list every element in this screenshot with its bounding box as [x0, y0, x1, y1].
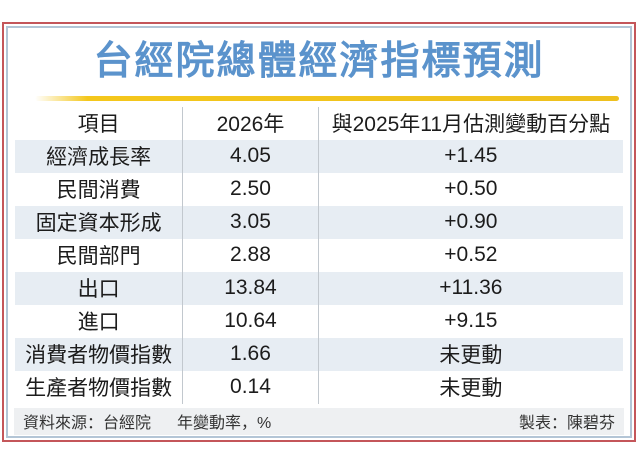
- unit-note: 年變動率，%: [177, 415, 272, 433]
- table-row: 民間部門 2.88 +0.52: [15, 238, 623, 272]
- footer-bar: 資料來源：台經院 年變動率，% 製表：陳碧芬: [14, 407, 624, 435]
- table-row: 民間消費 2.50 +0.50: [15, 172, 623, 206]
- row-value-2026: 10.64: [182, 304, 318, 338]
- row-label: 民間消費: [56, 179, 141, 203]
- row-change: +0.90: [317, 205, 623, 239]
- row-change: +1.45: [317, 139, 623, 173]
- row-label: 生產者物價指數: [25, 377, 173, 401]
- row-value-2026: 2.50: [182, 172, 318, 206]
- panel-inner: 台經院總體經濟指標預測 項目 2026年 與2025年11月估測變動百分點 經濟…: [6, 26, 632, 438]
- chart-title: 台經院總體經濟指標預測: [93, 40, 545, 83]
- column-header-change: 與2025年11月估測變動百分點: [317, 106, 623, 140]
- row-change: +11.36: [317, 271, 623, 305]
- table-row: 經濟成長率 4.05 +1.45: [15, 139, 623, 173]
- table-row: 進口 10.64 +9.15: [15, 304, 623, 338]
- row-label: 民間部門: [56, 245, 141, 269]
- forecast-table: 項目 2026年 與2025年11月估測變動百分點 經濟成長率 4.05 +1.…: [15, 106, 623, 404]
- table-header-row: 項目 2026年 與2025年11月估測變動百分點: [15, 106, 623, 140]
- row-value-2026: 13.84: [182, 271, 318, 305]
- row-value-2026: 0.14: [182, 370, 318, 404]
- row-change: 未更動: [317, 370, 623, 404]
- row-value-2026: 2.88: [182, 238, 318, 272]
- column-header-item: 項目: [77, 113, 120, 137]
- row-label: 消費者物價指數: [25, 344, 173, 368]
- row-change: +0.50: [317, 172, 623, 206]
- row-change: +0.52: [317, 238, 623, 272]
- row-value-2026: 1.66: [182, 337, 318, 371]
- table-row: 消費者物價指數 1.66 未更動: [15, 337, 623, 371]
- column-header-2026: 2026年: [182, 106, 318, 140]
- infographic-panel: 台經院總體經濟指標預測 項目 2026年 與2025年11月估測變動百分點 經濟…: [2, 22, 636, 442]
- row-label: 進口: [77, 311, 120, 335]
- table-row: 出口 13.84 +11.36: [15, 271, 623, 305]
- row-label: 經濟成長率: [46, 146, 152, 170]
- row-label: 出口: [77, 278, 120, 302]
- row-change: +9.15: [317, 304, 623, 338]
- row-label: 固定資本形成: [35, 212, 162, 236]
- row-change: 未更動: [317, 337, 623, 371]
- table-row: 生產者物價指數 0.14 未更動: [15, 370, 623, 404]
- row-value-2026: 4.05: [182, 139, 318, 173]
- source-note: 資料來源：台經院: [23, 415, 152, 433]
- row-value-2026: 3.05: [182, 205, 318, 239]
- credit-note: 製表：陳碧芬: [518, 415, 615, 433]
- title-underline-rule: [35, 95, 619, 101]
- table-row: 固定資本形成 3.05 +0.90: [15, 205, 623, 239]
